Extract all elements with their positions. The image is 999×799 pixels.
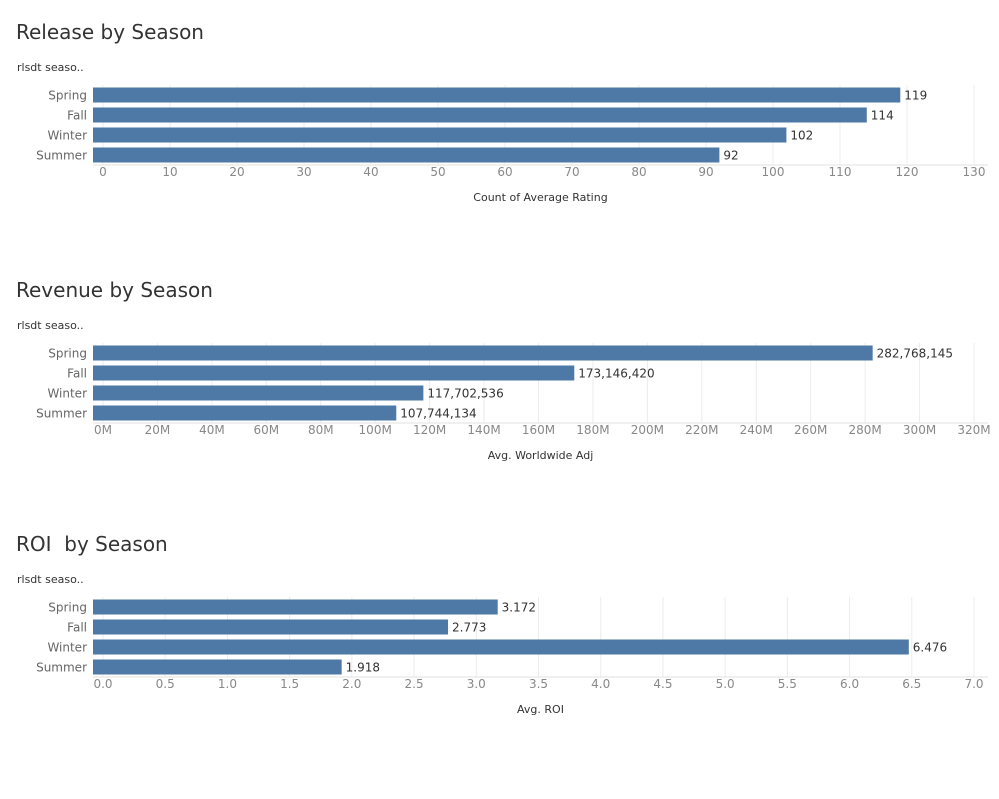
bar	[93, 127, 787, 143]
tick-label: 20M	[145, 423, 171, 437]
tick-label: 4.5	[653, 677, 672, 691]
bar	[93, 345, 873, 361]
row-header: rlsdt seaso..	[17, 573, 84, 586]
tick-label: 0	[99, 165, 107, 179]
tick-label: 3.0	[467, 677, 486, 691]
bar	[93, 599, 498, 615]
bar	[93, 147, 720, 163]
tick-label: 60	[497, 165, 512, 179]
tick-label: 4.0	[591, 677, 610, 691]
tick-label: 100M	[359, 423, 392, 437]
bar-value-label: 107,744,134	[400, 407, 476, 421]
chart-title: Release by Season	[16, 20, 204, 44]
tick-label: 5.5	[778, 677, 797, 691]
tick-label: 220M	[685, 423, 718, 437]
tick-label: 10	[162, 165, 177, 179]
tick-label: 160M	[522, 423, 555, 437]
bar-value-label: 3.172	[502, 601, 536, 615]
tick-label: 5.0	[716, 677, 735, 691]
category-label: Summer	[36, 149, 87, 163]
bar-value-label: 92	[723, 149, 738, 163]
tick-label: 70	[564, 165, 579, 179]
x-axis-title: Avg. ROI	[517, 703, 564, 716]
chart-title: Revenue by Season	[16, 278, 213, 302]
category-label: Winter	[47, 387, 87, 401]
tick-label: 240M	[740, 423, 773, 437]
bar-value-label: 102	[790, 129, 813, 143]
category-label: Spring	[48, 89, 87, 103]
tick-label: 1.0	[218, 677, 237, 691]
tick-label: 6.5	[902, 677, 921, 691]
tick-label: 40	[363, 165, 378, 179]
tick-label: 320M	[957, 423, 990, 437]
x-axis-title: Avg. Worldwide Adj	[488, 449, 594, 462]
tick-label: 110	[829, 165, 852, 179]
tick-label: 90	[698, 165, 713, 179]
release-bar-chart: Spring 119 Fall 114 Winter 102 Summer 92 0 10 20 30…	[36, 85, 988, 204]
chart-title: ROI by Season	[16, 532, 168, 556]
bar	[93, 385, 424, 401]
bar	[93, 87, 901, 103]
row-header: rlsdt seaso..	[17, 61, 84, 74]
tick-label: 260M	[794, 423, 827, 437]
tick-label: 6.0	[840, 677, 859, 691]
tick-label: 120	[896, 165, 919, 179]
tick-label: 280M	[848, 423, 881, 437]
category-label: Spring	[48, 347, 87, 361]
tick-label: 2.5	[405, 677, 424, 691]
category-label: Summer	[36, 661, 87, 675]
tick-label: 50	[430, 165, 445, 179]
tick-label: 80M	[308, 423, 334, 437]
bar-value-label: 173,146,420	[578, 367, 654, 381]
x-axis-title: Count of Average Rating	[473, 191, 607, 204]
category-label: Fall	[67, 367, 87, 381]
tick-label: 1.5	[280, 677, 299, 691]
tick-label: 130	[963, 165, 986, 179]
tick-label: 0.0	[93, 677, 112, 691]
category-label: Fall	[67, 109, 87, 123]
tick-label: 0M	[94, 423, 112, 437]
revenue-bar-chart: Spring 282,768,145 Fall 173,146,420 Winter 11…	[36, 343, 991, 462]
tick-label: 40M	[199, 423, 225, 437]
bar-value-label: 114	[871, 109, 894, 123]
tick-label: 100	[762, 165, 785, 179]
bar-value-label: 2.773	[452, 621, 486, 635]
tick-label: 140M	[467, 423, 500, 437]
tick-label: 3.5	[529, 677, 548, 691]
tick-label: 180M	[576, 423, 609, 437]
category-label: Winter	[47, 641, 87, 655]
bar-value-label: 1.918	[346, 661, 380, 675]
bar-value-label: 6.476	[913, 641, 947, 655]
bar	[93, 107, 867, 123]
category-label: Summer	[36, 407, 87, 421]
bar	[93, 639, 909, 655]
tick-label: 80	[631, 165, 646, 179]
tick-label: 7.0	[964, 677, 983, 691]
tick-label: 0.5	[156, 677, 175, 691]
roi-bar-chart: Spring 3.172 Fall 2.773 Winter 6.476 Summer 1.9…	[36, 597, 988, 716]
category-label: Fall	[67, 621, 87, 635]
bar-value-label: 119	[904, 89, 927, 103]
bar-value-label: 282,768,145	[877, 347, 953, 361]
tick-label: 200M	[631, 423, 664, 437]
bar	[93, 365, 575, 381]
tick-label: 20	[229, 165, 244, 179]
category-label: Spring	[48, 601, 87, 615]
bar-value-label: 117,702,536	[427, 387, 503, 401]
tick-label: 2.0	[342, 677, 361, 691]
tick-label: 30	[296, 165, 311, 179]
tick-label: 120M	[413, 423, 446, 437]
bar	[93, 659, 342, 675]
bar	[93, 619, 449, 635]
tick-label: 60M	[254, 423, 280, 437]
category-label: Winter	[47, 129, 87, 143]
tick-label: 300M	[903, 423, 936, 437]
bar	[93, 405, 397, 421]
row-header: rlsdt seaso..	[17, 319, 84, 332]
